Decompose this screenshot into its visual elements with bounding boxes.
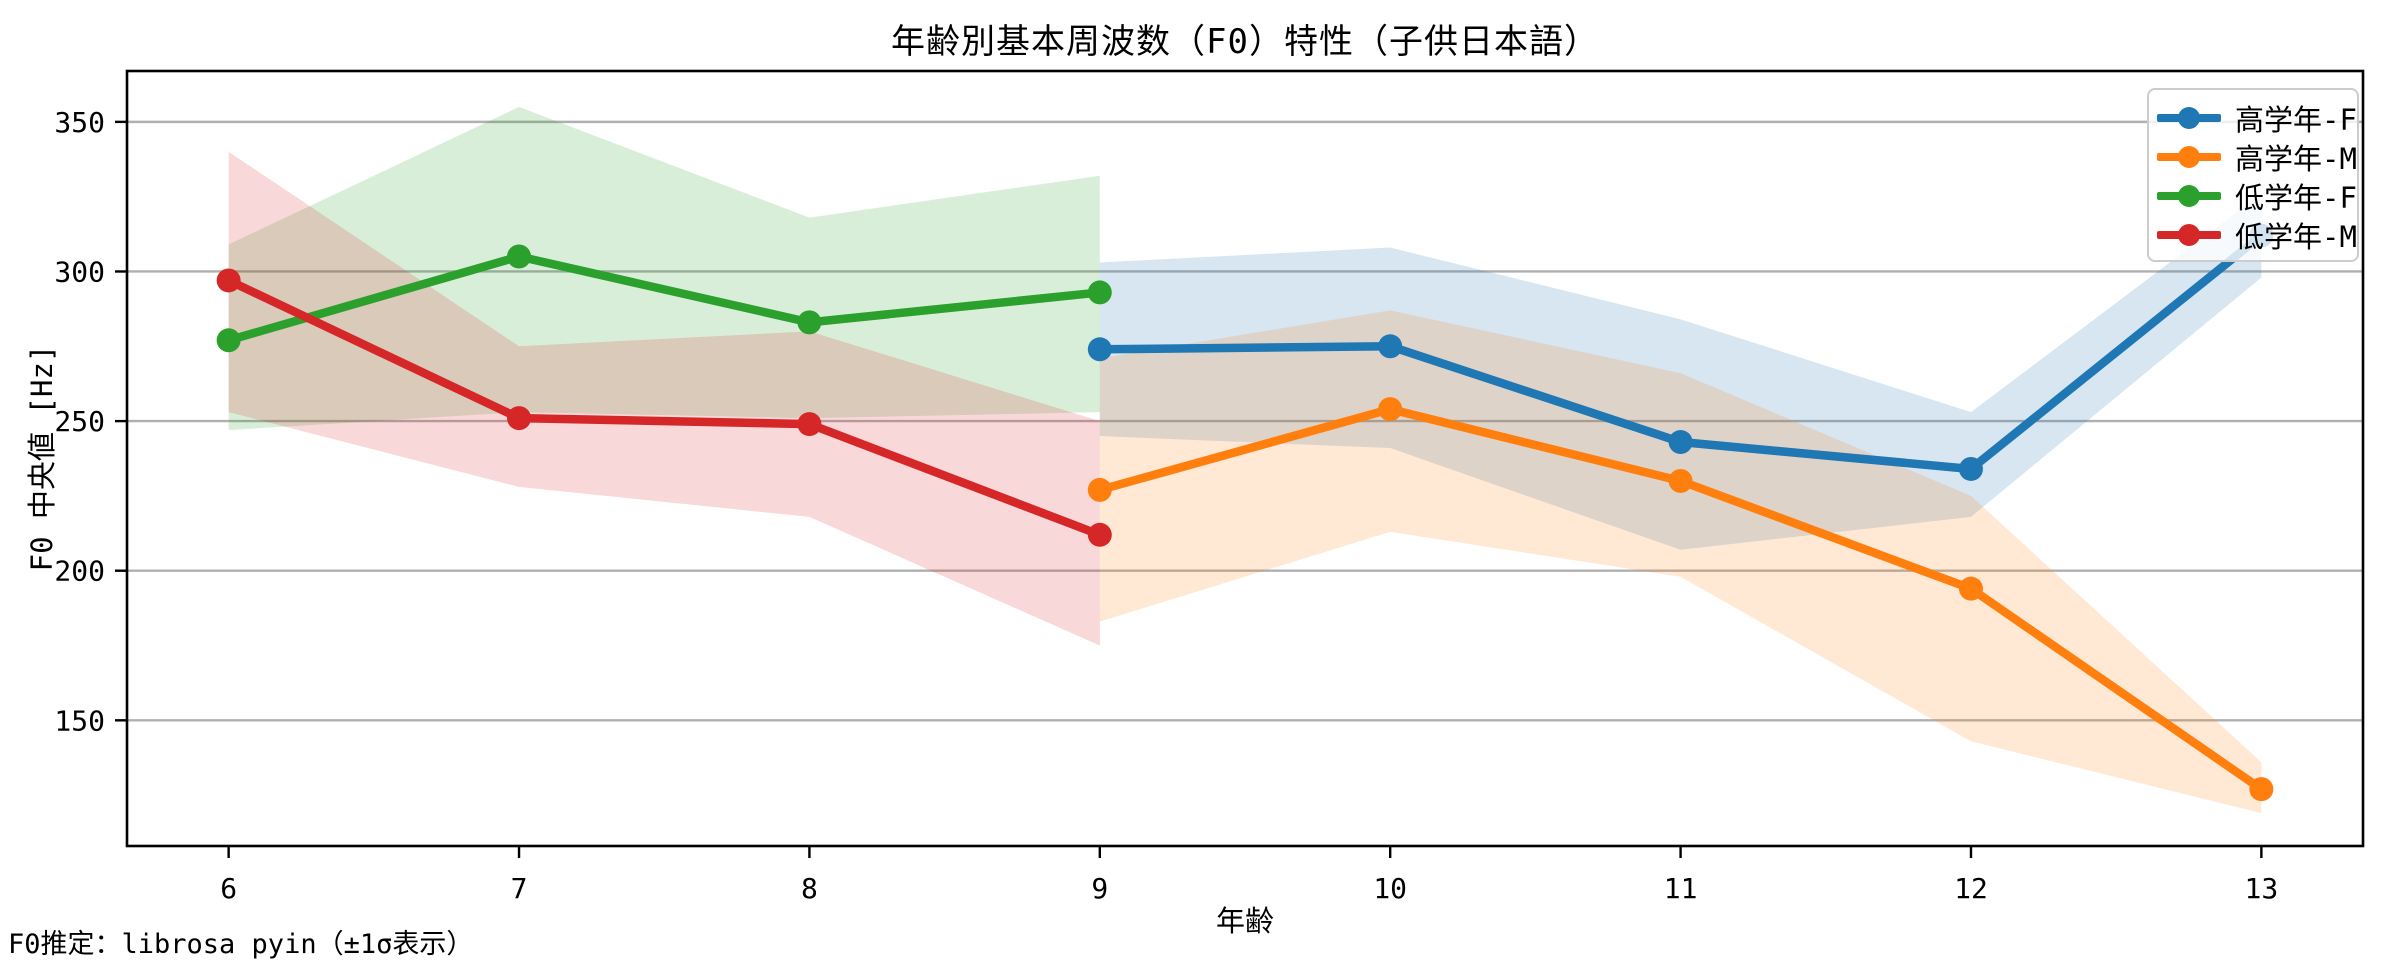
data-point [1958,576,1983,601]
legend-line-marker-icon [2157,105,2221,131]
data-point [1087,522,1112,547]
y-tick-label: 150 [54,704,105,737]
legend-label: 高学年-M [2235,141,2357,176]
y-tick-label: 200 [54,555,105,588]
data-point [1087,337,1112,362]
data-point [216,328,241,353]
x-tick-label: 6 [220,872,237,905]
series-line [224,276,1105,540]
x-tick-label: 11 [1664,872,1698,905]
data-point [216,268,241,293]
sigma-band [228,106,1100,431]
legend-item: 高学年-M [2149,137,2357,176]
data-point [797,310,822,335]
series-line [224,252,1105,345]
x-tick-label: 9 [1091,872,1108,905]
legend-item: 低学年-F [2149,176,2357,215]
legend-item: 低学年-M [2149,215,2357,254]
x-tick-label: 7 [511,872,528,905]
data-point [507,406,532,431]
legend-label: 高学年-F [2235,102,2357,137]
sigma-band [1099,310,2262,814]
axes-spines [125,69,2365,848]
y-tick-label: 350 [54,106,105,139]
data-point [2249,777,2274,802]
sigma-band [228,151,1100,646]
legend-item: 高学年-F [2149,98,2357,137]
legend-line-marker-icon [2157,222,2221,248]
chart-title: 年齢別基本周波数（F0）特性（子供日本語） [891,22,1599,62]
y-tick-label: 250 [54,405,105,438]
x-axis-label: 年齢 [1215,904,1274,938]
data-point [507,244,532,269]
x-tick-label: 8 [801,872,818,905]
data-point [797,412,822,437]
x-tick-label: 10 [1373,872,1407,905]
legend-line-marker-icon [2157,144,2221,170]
data-point [1668,468,1693,493]
footnote: F0推定：librosa pyin（±1σ表示） [8,929,474,960]
legend-line-marker-icon [2157,183,2221,209]
data-point [1668,430,1693,455]
legend: 高学年-F 高学年-M 低学年-F 低学年-M [2147,88,2359,262]
legend-label: 低学年-M [2235,219,2357,254]
y-axis-label: F0 中央値 [Hz] [25,344,59,572]
data-point [1958,456,1983,481]
data-point [1087,477,1112,502]
data-point [1378,334,1403,359]
legend-label: 低学年-F [2235,180,2357,215]
data-point [1378,397,1403,422]
data-point [1087,280,1112,305]
y-tick-label: 300 [54,255,105,288]
x-tick-label: 13 [2245,872,2279,905]
x-tick-label: 12 [1954,872,1988,905]
